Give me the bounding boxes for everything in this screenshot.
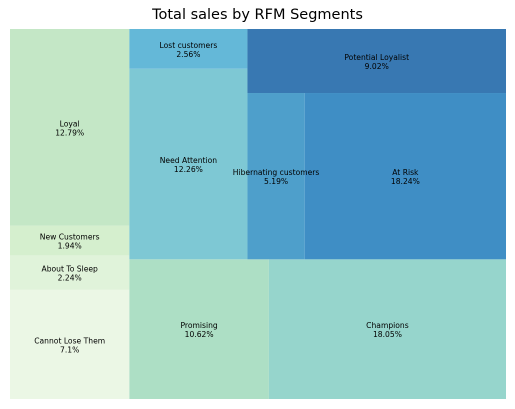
segment-share-label: 10.62% [185, 330, 214, 339]
treemap-cell-loyal [10, 29, 130, 226]
treemap-cell-at-risk [304, 93, 506, 260]
treemap-cell-promising [129, 259, 269, 399]
segment-name-label: Need Attention [160, 156, 217, 165]
treemap-cell-need-attention [129, 68, 248, 260]
segment-name-label: About To Sleep [42, 265, 99, 274]
segment-share-label: 12.26% [174, 165, 203, 174]
segment-name-label: Champions [366, 321, 409, 330]
segment-share-label: 5.19% [264, 177, 288, 186]
segment-share-label: 2.56% [176, 50, 200, 59]
treemap-cell-hibernating-customers [247, 93, 305, 260]
segment-name-label: Hibernating customers [233, 168, 320, 177]
segment-share-label: 7.1% [60, 345, 79, 354]
segment-name-label: Lost customers [160, 41, 218, 50]
segment-share-label: 2.24% [58, 274, 82, 283]
treemap-cell-new-customers [10, 225, 130, 256]
treemap-cell-champions [268, 259, 506, 399]
treemap-cell-lost-customers [129, 29, 248, 69]
segment-share-label: 9.02% [365, 62, 389, 71]
segment-name-label: Cannot Lose Them [34, 336, 105, 345]
segment-name-label: At Risk [392, 168, 419, 177]
segment-share-label: 1.94% [58, 242, 82, 251]
segment-name-label: New Customers [40, 233, 100, 242]
segment-name-label: Potential Loyalist [344, 53, 409, 62]
treemap-cell-potential-loyalist [247, 29, 507, 94]
treemap-cell-cannot-lose-them [10, 289, 130, 399]
segment-share-label: 18.05% [373, 330, 402, 339]
chart-title: Total sales by RFM Segments [152, 7, 363, 23]
segment-share-label: 12.79% [55, 128, 84, 137]
segment-share-label: 18.24% [391, 177, 420, 186]
treemap-cell-about-to-sleep [10, 255, 130, 290]
segment-name-label: Loyal [60, 119, 80, 128]
segment-name-label: Promising [180, 321, 217, 330]
